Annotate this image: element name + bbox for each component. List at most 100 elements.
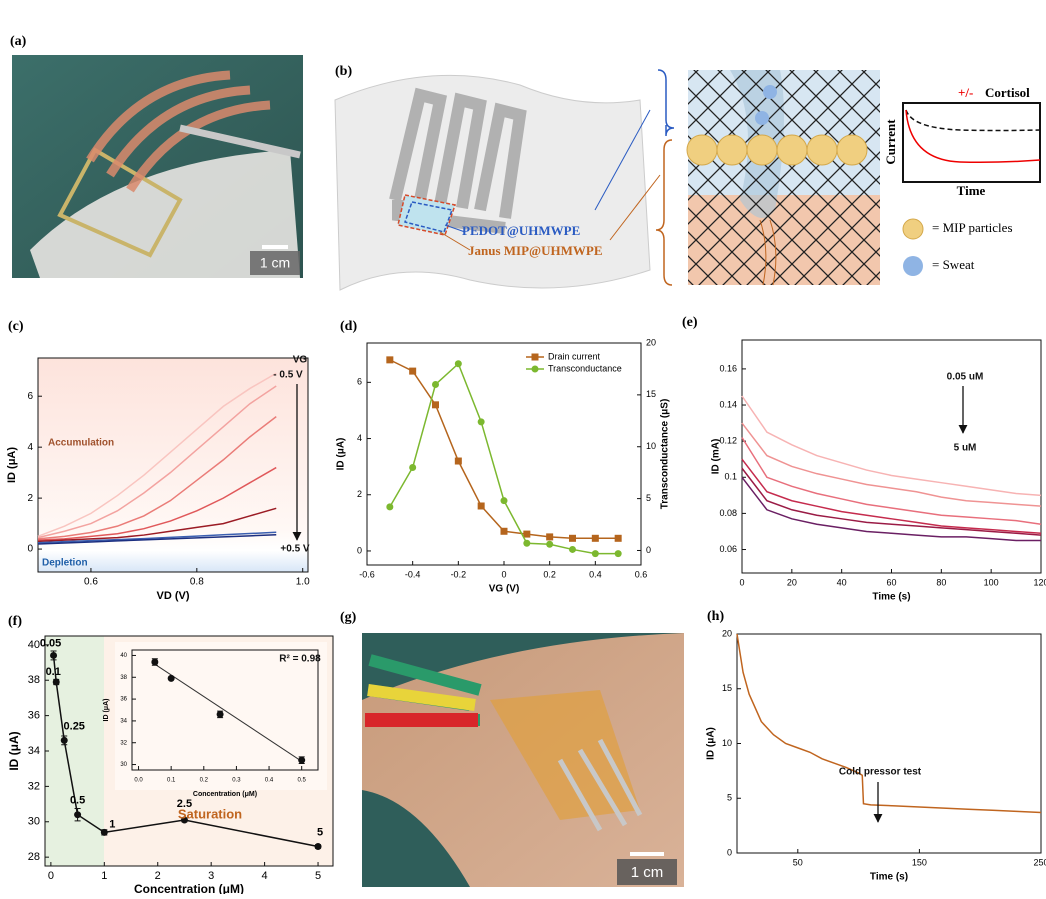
annotation: 5 uM [954, 443, 977, 454]
series-line [742, 396, 1041, 495]
x-tick-label: 2 [155, 870, 161, 882]
scale-bar-label: 1 cm [260, 255, 290, 271]
marker [432, 401, 439, 408]
y-tick-label: 2 [27, 493, 33, 504]
marker [168, 675, 175, 682]
x-tick-label: 1.0 [296, 577, 310, 588]
x-tick-label: 150 [912, 857, 927, 867]
y-tick-label: 38 [28, 674, 40, 686]
marker [523, 531, 530, 538]
marker [546, 533, 553, 540]
point-label: 1 [109, 818, 115, 830]
marker [298, 757, 305, 764]
annotation: Depletion [42, 558, 88, 569]
y-tick-label: 0.06 [719, 544, 737, 554]
annotation: 0.05 uM [947, 372, 984, 383]
marker [615, 535, 622, 542]
x-tick-label: 40 [837, 577, 847, 587]
x-tick-label: 0.5 [298, 778, 307, 784]
legend-label: Transconductance [548, 363, 622, 373]
marker [501, 528, 508, 535]
x-tick-label: 0.6 [84, 577, 98, 588]
series-line [742, 438, 1041, 525]
marker [50, 652, 57, 659]
x-tick-label: 0.0 [134, 778, 143, 784]
panel-label: (c) [8, 319, 24, 334]
y-axis-label: ID (μA) [6, 447, 18, 483]
x-axis-label: Time (s) [872, 592, 910, 603]
point-label: 0.05 [40, 637, 61, 649]
y-tick-label: 32 [120, 740, 127, 746]
annotation: R² = 0.98 [279, 654, 321, 665]
x-tick-label: 50 [793, 857, 803, 867]
panel-label: (e) [682, 315, 698, 330]
chart: 0204060801001200.060.080.10.120.140.16Ti… [711, 340, 1046, 603]
annotation: VG [293, 355, 308, 366]
x-tick-label: 0 [48, 870, 54, 882]
marker [455, 360, 462, 367]
marker [546, 541, 553, 548]
annotation: +0.5 V [280, 544, 310, 555]
panel-label: (d) [340, 319, 357, 334]
series-line [390, 360, 618, 538]
marker [478, 502, 485, 509]
x-tick-label: 0.3 [232, 778, 241, 784]
plot-frame [742, 340, 1041, 573]
x-tick-label: 120 [1033, 577, 1046, 587]
marker [315, 843, 322, 850]
x-axis-label: Concentration (μM) [193, 791, 257, 798]
marker [386, 503, 393, 510]
point-label: 0.5 [70, 795, 85, 807]
x-tick-label: 20 [787, 577, 797, 587]
y-tick-label: 20 [722, 628, 732, 638]
marker [523, 540, 530, 547]
plot-frame [737, 634, 1041, 853]
y-axis-label: ID (μA) [103, 699, 110, 722]
x-tick-label: 80 [936, 577, 946, 587]
marker [615, 550, 622, 557]
y2-tick-label: 20 [646, 337, 656, 347]
panel-label: (f) [8, 614, 22, 629]
cortisol-sign: +/- [958, 85, 973, 100]
y-tick-label: 34 [120, 718, 127, 724]
series-line [737, 634, 1041, 812]
y-tick-label: 0 [727, 847, 732, 857]
y-tick-label: 40 [28, 639, 40, 651]
y-tick-label: 28 [28, 851, 40, 863]
x-tick-label: -0.2 [451, 569, 467, 579]
page: 1 cm PEDOT@UHMWPE Janus MIP@UHMWPE +/- C… [0, 0, 1046, 899]
y2-axis-label: Transconductance (μS) [660, 399, 671, 510]
x-tick-label: 250 [1033, 857, 1046, 867]
panel-label: (a) [10, 34, 27, 49]
x-axis-label: VD (V) [157, 590, 190, 602]
x-tick-label: 0 [501, 569, 506, 579]
y-tick-label: 36 [28, 710, 40, 722]
series-line [742, 468, 1041, 535]
annotation: Saturation [178, 806, 242, 821]
y-tick-label: 0 [27, 544, 33, 555]
annotation: - 0.5 V [273, 370, 303, 381]
y-tick-label: 0.08 [719, 508, 737, 518]
x-axis-label: VG (V) [489, 584, 520, 595]
y-tick-label: 10 [722, 738, 732, 748]
y-tick-label: 2 [357, 489, 362, 499]
y2-tick-label: 15 [646, 389, 656, 399]
marker [217, 711, 224, 718]
panel-label: (g) [340, 610, 357, 625]
photo-a: 1 cm [12, 55, 303, 278]
y2-tick-label: 0 [646, 545, 651, 555]
series-line [742, 423, 1041, 506]
x-tick-label: 5 [315, 870, 321, 882]
legend-mip: = MIP particles [932, 220, 1013, 235]
series-line [742, 459, 1041, 533]
marker [61, 737, 68, 744]
y-tick-label: 30 [28, 816, 40, 828]
annotation: Cold pressor test [839, 767, 922, 778]
x-tick-label: -0.6 [359, 569, 375, 579]
panel-label: (b) [335, 64, 352, 79]
point-label: 0.1 [46, 666, 61, 678]
y-tick-label: 32 [28, 780, 40, 792]
marker [101, 829, 108, 836]
x-tick-label: 0.2 [543, 569, 556, 579]
y-axis-label: ID (μA) [7, 731, 21, 770]
